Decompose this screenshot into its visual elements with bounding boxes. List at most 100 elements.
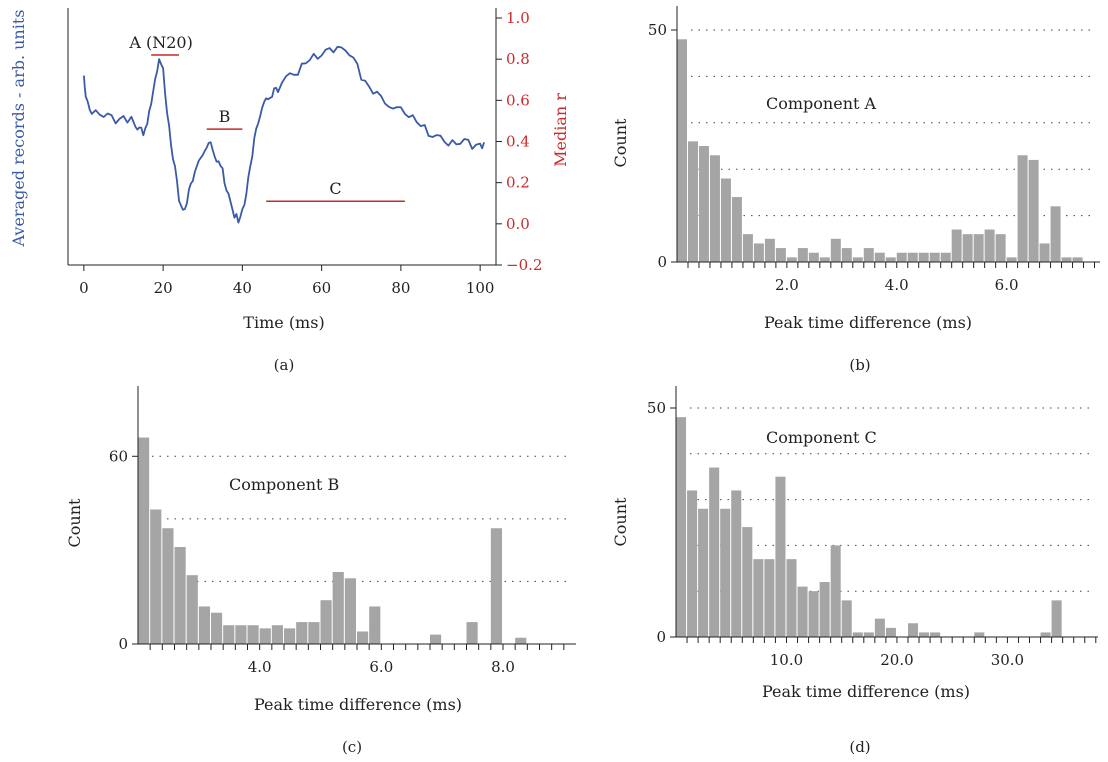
panel-b-bar: [808, 252, 819, 262]
panel-d-ylabel: Count: [611, 497, 630, 546]
panel-b-bar: [841, 248, 852, 262]
panel-b-bar: [830, 238, 841, 262]
panel-b-bar: [885, 257, 896, 262]
panel-d-bar: [819, 582, 830, 637]
panel-b-bar: [677, 39, 687, 262]
panel-d-bar: [907, 623, 919, 637]
panel-c-xtick-label: 4.0: [248, 658, 272, 676]
panel-c-xlabel: Peak time difference (ms): [254, 695, 462, 714]
panel-b-bar: [731, 197, 742, 262]
panel-b-annotation: Component A: [766, 94, 877, 113]
panel-d-bar: [808, 591, 819, 637]
panel-b-ytick-label: 0: [657, 253, 667, 271]
panel-a-label: (a): [274, 356, 295, 374]
panel-d-bar: [742, 527, 753, 637]
panel-a-right-ylabel: Median r: [551, 93, 570, 167]
panel-b-bar: [819, 257, 830, 262]
panel-b-bar: [973, 234, 984, 262]
panel-b-bar: [709, 155, 720, 262]
panel-d-bar: [1040, 632, 1051, 637]
panel-c-bar: [198, 606, 210, 644]
panel-b-bar: [1072, 257, 1083, 262]
panel-d-label: (d): [849, 738, 870, 756]
panel-c-bar: [235, 625, 247, 644]
panel-d-bar: [687, 490, 698, 637]
panel-c-bar: [211, 612, 223, 644]
panel-a-window-label: B: [219, 107, 231, 126]
panel-a-xtick-label: 40: [233, 279, 252, 297]
panel-b-bar: [984, 229, 995, 262]
panel-b-bar: [786, 257, 797, 262]
panel-a-xtick-label: 60: [312, 279, 331, 297]
panel-a-ytick-right-label: 0.8: [506, 50, 530, 68]
panel-c-xtick-label: 6.0: [369, 658, 393, 676]
panel-d-ytick-label: 50: [647, 399, 666, 417]
panel-b-bar: [951, 229, 962, 262]
panel-d-bar: [786, 559, 797, 637]
panel-d-bar: [698, 508, 709, 637]
panel-b-bar: [1061, 257, 1072, 262]
panel-d: Peak time difference (ms) Count Componen…: [611, 428, 970, 756]
panel-a-ytick-right-label: 0.0: [506, 215, 530, 233]
panel-a-ytick-right-label: 0.6: [506, 91, 530, 109]
panel-c-xtick-label: 8.0: [491, 658, 515, 676]
panel-a-ytick-right-label: 1.0: [506, 9, 530, 27]
panel-d-bar: [676, 417, 687, 637]
panel-c-bar: [344, 578, 356, 644]
panel-b-bar: [775, 248, 786, 262]
panel-b-xtick-label: 2.0: [775, 276, 799, 294]
panel-d-bar: [930, 632, 941, 637]
panel-b-bar: [742, 234, 753, 262]
panel-a-xtick-label: 0: [79, 279, 89, 297]
panel-b-bar: [907, 252, 918, 262]
panel-b-bar: [874, 252, 885, 262]
panel-c-bar: [223, 625, 235, 644]
panel-c-bar: [466, 622, 478, 644]
panel-c-bar: [490, 528, 502, 644]
panel-d-bar: [764, 559, 775, 637]
panel-a-window-label: C: [329, 179, 341, 198]
panel-a-ytick-right-label: 0.4: [506, 133, 530, 151]
panel-c-bar: [320, 600, 332, 644]
panel-b-label: (b): [849, 356, 870, 374]
panel-c-bar: [259, 628, 271, 644]
panel-b-xlabel: Peak time difference (ms): [764, 313, 972, 332]
panel-c-bar: [150, 509, 162, 644]
panel-a-xtick-label: 100: [466, 279, 495, 297]
panel-b-bar: [1050, 206, 1061, 262]
panel-a-xlabel: Time (ms): [243, 313, 324, 332]
panel-b-bar: [720, 178, 731, 262]
panel-d-bar: [775, 476, 786, 637]
panel-b-ylabel: Count: [611, 118, 630, 167]
panel-d-bar: [919, 632, 930, 637]
panel-d-bar: [709, 467, 720, 637]
panel-c-bar: [162, 528, 174, 644]
panel-c-bar: [369, 606, 381, 644]
panel-c-bar: [430, 634, 442, 644]
panel-d-bar: [863, 632, 874, 637]
panel-b-ytick-label: 50: [648, 21, 667, 39]
panel-a-trace: [83, 45, 485, 224]
panel-c-bar: [247, 625, 259, 644]
panel-b-bar: [698, 146, 709, 262]
panel-c-label: (c): [342, 738, 362, 756]
panel-b-bar: [797, 248, 808, 262]
panel-d-bar: [753, 559, 764, 637]
panel-b-bar: [687, 141, 698, 262]
panel-b-bar: [1028, 159, 1039, 262]
panel-c-ytick-label: 0: [118, 635, 128, 653]
panel-c-bar: [308, 622, 320, 644]
panel-c-bar: [138, 437, 150, 644]
panel-c-ytick-label: 60: [109, 447, 128, 465]
panel-c-bar: [332, 572, 344, 644]
panel-a: Time (ms) Averaged records - arb. units …: [9, 10, 570, 375]
panel-b-bar: [929, 252, 940, 262]
panel-c-bar: [296, 622, 308, 644]
panel-c-bar: [515, 637, 527, 644]
panel-b-bar: [1039, 243, 1050, 262]
panel-a-left-ylabel: Averaged records - arb. units: [9, 10, 28, 248]
panel-d-bar: [885, 627, 896, 637]
panel-d-xtick-label: 20.0: [880, 651, 913, 669]
panel-c-ylabel: Count: [65, 498, 84, 547]
